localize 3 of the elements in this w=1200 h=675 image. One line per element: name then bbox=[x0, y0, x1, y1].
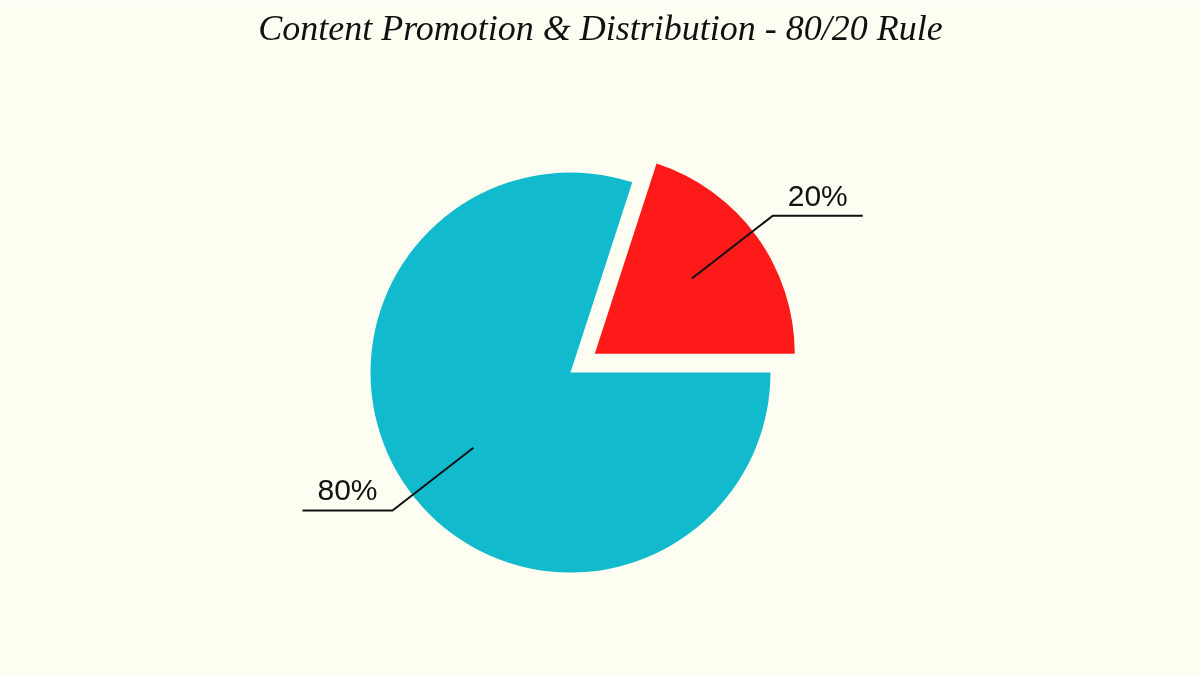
data-label: 20% bbox=[787, 178, 848, 212]
chart-title: Content Promotion & Distribution - 80/20 Rule bbox=[258, 7, 943, 48]
data-label: 80% bbox=[317, 473, 378, 507]
